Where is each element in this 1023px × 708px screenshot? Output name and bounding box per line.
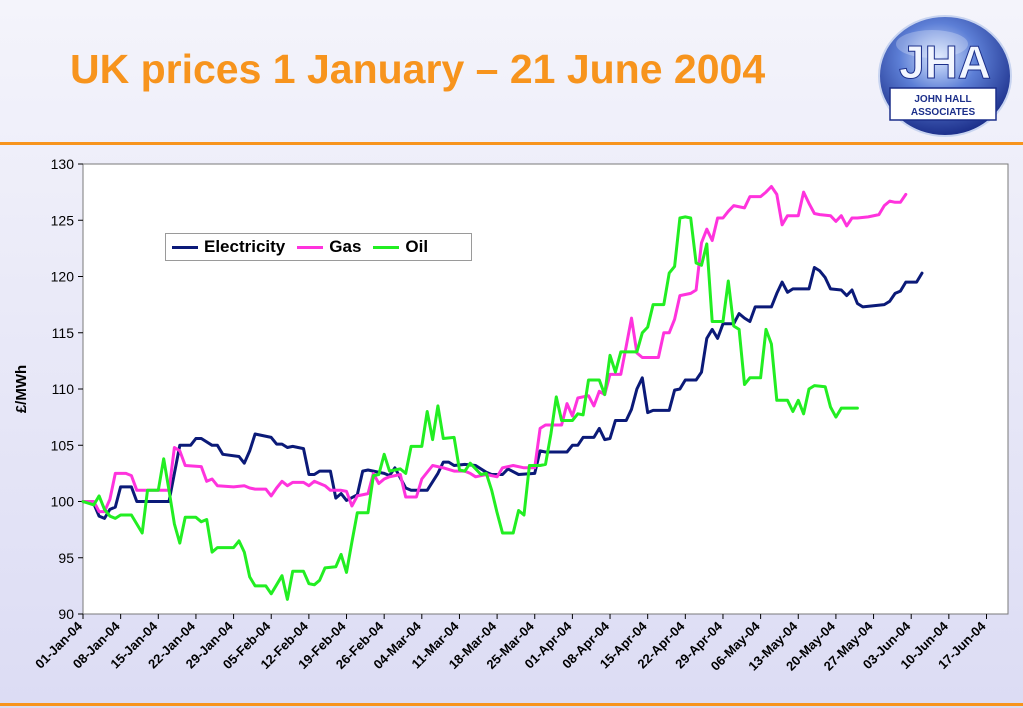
legend-swatch-electricity	[172, 245, 198, 249]
y-tick-label: 120	[51, 269, 75, 285]
y-tick-label: 115	[52, 325, 75, 341]
legend-label-oil: Oil	[405, 237, 429, 256]
y-tick-label: 105	[51, 437, 75, 453]
legend-label-gas: Gas	[329, 237, 362, 256]
title-divider	[0, 142, 1023, 145]
globe-logo-icon: JHA JOHN HALL ASSOCIATES	[878, 15, 1012, 137]
chart-legend: Electricity Gas Oil	[165, 233, 472, 261]
series-line-electricity	[81, 266, 924, 520]
y-tick-label: 110	[52, 381, 75, 397]
logo-sub-line2: ASSOCIATES	[911, 107, 976, 118]
y-tick-label: 95	[58, 550, 74, 566]
page-title: UK prices 1 January – 21 June 2004	[70, 46, 766, 92]
series-line-oil	[81, 215, 859, 601]
y-axis-label: £/MWh	[13, 365, 30, 413]
y-tick-label: 130	[51, 156, 75, 172]
logo-main-text: JHA	[899, 36, 991, 88]
logo-sub-line1: JOHN HALL	[914, 94, 971, 105]
y-tick-label: 125	[51, 212, 75, 228]
legend-item-oil: Oil	[373, 237, 428, 257]
bottom-rule	[0, 703, 1023, 706]
legend-swatch-gas	[297, 245, 324, 249]
legend-item-gas: Gas	[297, 237, 361, 257]
y-tick-label: 100	[51, 494, 75, 510]
series-line-gas	[81, 185, 908, 514]
legend-label-electricity: Electricity	[204, 237, 286, 256]
y-tick-label: 90	[58, 606, 74, 622]
price-line-chart: 909510010511011512012513001-Jan-0408-Jan…	[13, 156, 1009, 674]
legend-item-electricity: Electricity	[172, 237, 285, 257]
legend-swatch-oil	[373, 245, 400, 249]
